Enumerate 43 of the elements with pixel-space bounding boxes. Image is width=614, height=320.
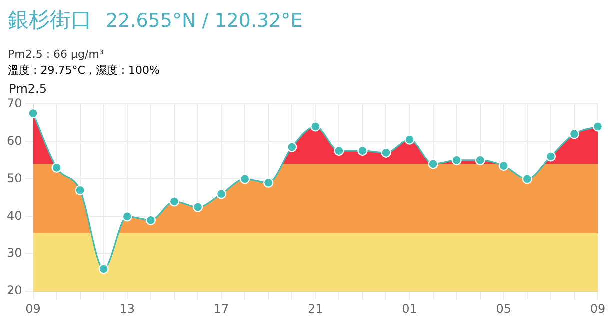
point bbox=[216, 189, 227, 200]
chart-title: 銀杉街口 bbox=[8, 8, 92, 32]
y-tick-label: 40 bbox=[6, 208, 22, 223]
x-tick-label: 13 bbox=[120, 302, 136, 316]
point bbox=[334, 146, 344, 156]
x-tick-label: 09 bbox=[26, 302, 41, 316]
point bbox=[192, 202, 204, 212]
point bbox=[169, 196, 180, 207]
point bbox=[263, 178, 274, 188]
point bbox=[452, 155, 462, 166]
point bbox=[98, 264, 109, 274]
point bbox=[428, 159, 438, 170]
x-tick-label: 21 bbox=[308, 302, 324, 316]
x-tick-label: 01 bbox=[402, 302, 418, 316]
point bbox=[52, 162, 62, 174]
point bbox=[569, 129, 580, 140]
y-tick-label: 20 bbox=[6, 284, 22, 298]
point bbox=[75, 185, 86, 196]
x-tick-label: 17 bbox=[214, 302, 230, 316]
text: Pm2.5 : 66 μg/m³ bbox=[8, 48, 104, 61]
y-tick-label: 30 bbox=[6, 246, 22, 260]
point bbox=[381, 148, 392, 158]
point bbox=[358, 146, 368, 156]
point bbox=[522, 174, 533, 184]
point bbox=[146, 215, 156, 226]
point bbox=[404, 134, 415, 145]
point bbox=[240, 174, 250, 184]
x-tick-label: 09 bbox=[590, 302, 606, 316]
y-tick-label: 70 bbox=[6, 96, 22, 110]
point bbox=[592, 122, 604, 132]
y-axis-title: Pm2.5 bbox=[9, 82, 48, 96]
point bbox=[498, 160, 509, 172]
y-tick-label: 60 bbox=[6, 134, 22, 148]
point bbox=[310, 122, 321, 132]
point bbox=[475, 155, 486, 166]
point bbox=[28, 108, 38, 119]
point bbox=[287, 142, 298, 152]
x-tick-label: 05 bbox=[496, 302, 512, 316]
text: 溫度 : 29.75°C , 濕度 : 100% bbox=[8, 63, 160, 78]
point bbox=[122, 212, 132, 222]
y-tick-label: 50 bbox=[6, 171, 22, 186]
point bbox=[546, 152, 556, 162]
chart-subtitle: 22.655°N / 120.32°E bbox=[106, 10, 303, 32]
